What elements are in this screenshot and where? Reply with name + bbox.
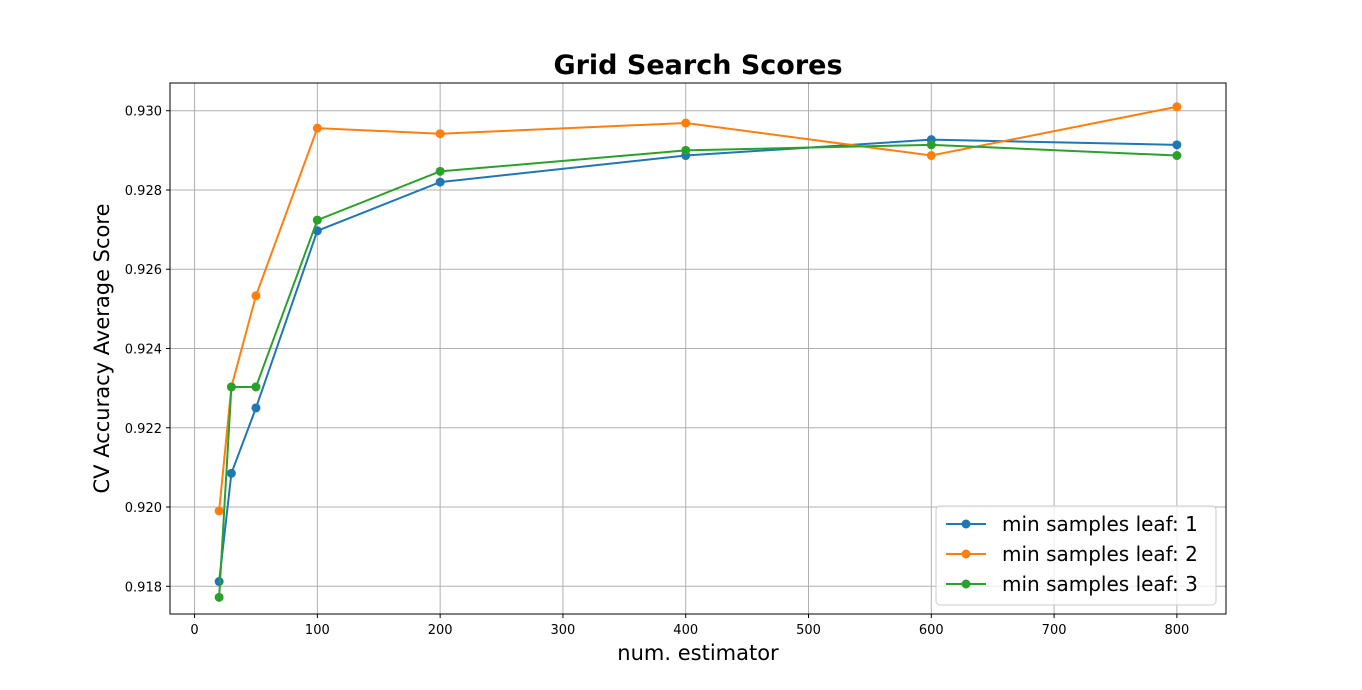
y-tick-label: 0.922 (125, 422, 162, 437)
data-point (312, 123, 322, 133)
legend-label: min samples leaf: 2 (1002, 542, 1198, 566)
data-point (681, 118, 691, 128)
legend-item: min samples leaf: 2 (946, 542, 1198, 566)
data-point (1172, 151, 1182, 161)
x-tick-label: 300 (551, 623, 576, 638)
data-point (251, 291, 261, 301)
data-point (926, 140, 936, 150)
data-point (681, 145, 691, 155)
data-point (1172, 140, 1182, 150)
legend-box (935, 505, 1217, 606)
y-tick-label: 0.924 (125, 343, 162, 358)
x-tick-label: 0 (190, 623, 198, 638)
data-point (214, 506, 224, 516)
x-tick-label: 600 (919, 623, 944, 638)
legend-swatch-marker (961, 519, 971, 529)
data-point (312, 215, 322, 225)
y-tick-label: 0.928 (125, 184, 162, 199)
data-point (214, 592, 224, 602)
axis-ticks: 0 100 200 300 400 500 600 700 800 0.918 0.920 0.922… (125, 105, 1190, 638)
legend-label: min samples leaf: 3 (1002, 572, 1198, 596)
series-3 (214, 140, 1182, 602)
legend-item: min samples leaf: 1 (946, 512, 1198, 536)
data-point (926, 151, 936, 161)
data-point (226, 468, 236, 478)
x-tick-label: 700 (1042, 623, 1067, 638)
x-tick-label: 400 (673, 623, 698, 638)
legend-item: min samples leaf: 3 (946, 572, 1198, 596)
legend-swatch-marker (961, 549, 971, 559)
legend: min samples leaf: 1 min samples leaf: 2 mi… (935, 505, 1217, 606)
y-tick-label: 0.920 (125, 501, 162, 516)
data-point (226, 382, 236, 392)
series-line (218, 105, 1178, 512)
x-tick-label: 800 (1164, 623, 1189, 638)
data-point (435, 129, 445, 139)
legend-label: min samples leaf: 1 (1002, 512, 1198, 536)
y-axis-label: CV Accuracy Average Score (90, 204, 114, 494)
data-point (251, 382, 261, 392)
y-tick-label: 0.926 (125, 263, 162, 278)
x-tick-label: 100 (305, 623, 330, 638)
legend-swatch-marker (961, 579, 971, 589)
series-group (214, 102, 1182, 602)
chart-title: Grid Search Scores (553, 50, 842, 81)
data-point (1172, 102, 1182, 112)
series-line (218, 138, 1177, 582)
y-tick-label: 0.918 (125, 580, 162, 595)
data-point (435, 166, 445, 176)
data-point (251, 403, 261, 413)
x-tick-label: 200 (428, 623, 453, 638)
x-axis-label: num. estimator (617, 641, 779, 665)
x-tick-label: 500 (796, 623, 821, 638)
data-point (435, 177, 445, 187)
series-2 (214, 102, 1182, 516)
y-tick-label: 0.930 (125, 105, 162, 120)
